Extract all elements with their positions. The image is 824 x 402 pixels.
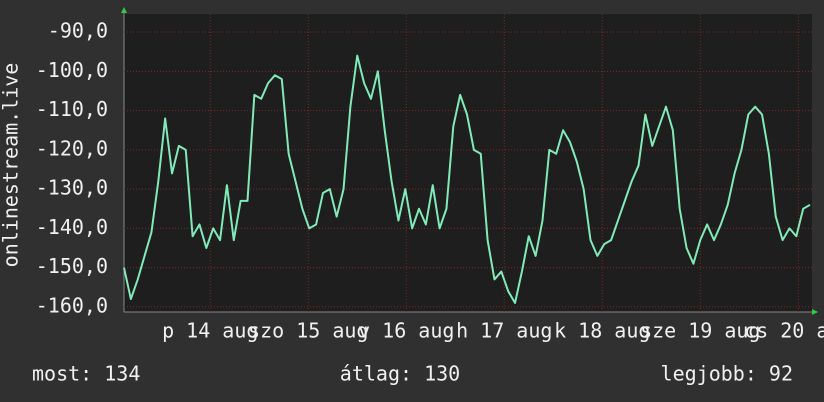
y-tick-label: -100,0 [36,58,108,82]
plot-area [124,14,812,312]
y-arrow [121,7,127,13]
y-tick-label: -160,0 [36,293,108,317]
x-tick-label: h 17 aug [456,319,552,343]
y-axis-label: onlinestream.live [0,63,23,268]
x-tick-label: p 14 aug [162,319,258,343]
x-tick-label: k 18 aug [554,319,650,343]
stat-current: most: 134 [32,362,140,386]
y-tick-label: -120,0 [36,136,108,160]
x-arrow [812,309,818,315]
y-tick-label: -150,0 [36,254,108,278]
x-tick-label: cs 20 aug [744,319,824,343]
y-tick-label: -90,0 [48,19,108,43]
y-tick-label: -140,0 [36,215,108,239]
y-tick-label: -110,0 [36,97,108,121]
data-line [123,54,811,304]
stat-average: átlag: 130 [340,362,460,386]
stat-best: legjobb: 92 [661,362,793,386]
x-tick-label: v 16 aug [358,319,454,343]
y-tick-label: -130,0 [36,176,108,200]
x-tick-label: szo 15 aug [248,319,368,343]
x-tick-label: sze 19 aug [640,319,760,343]
